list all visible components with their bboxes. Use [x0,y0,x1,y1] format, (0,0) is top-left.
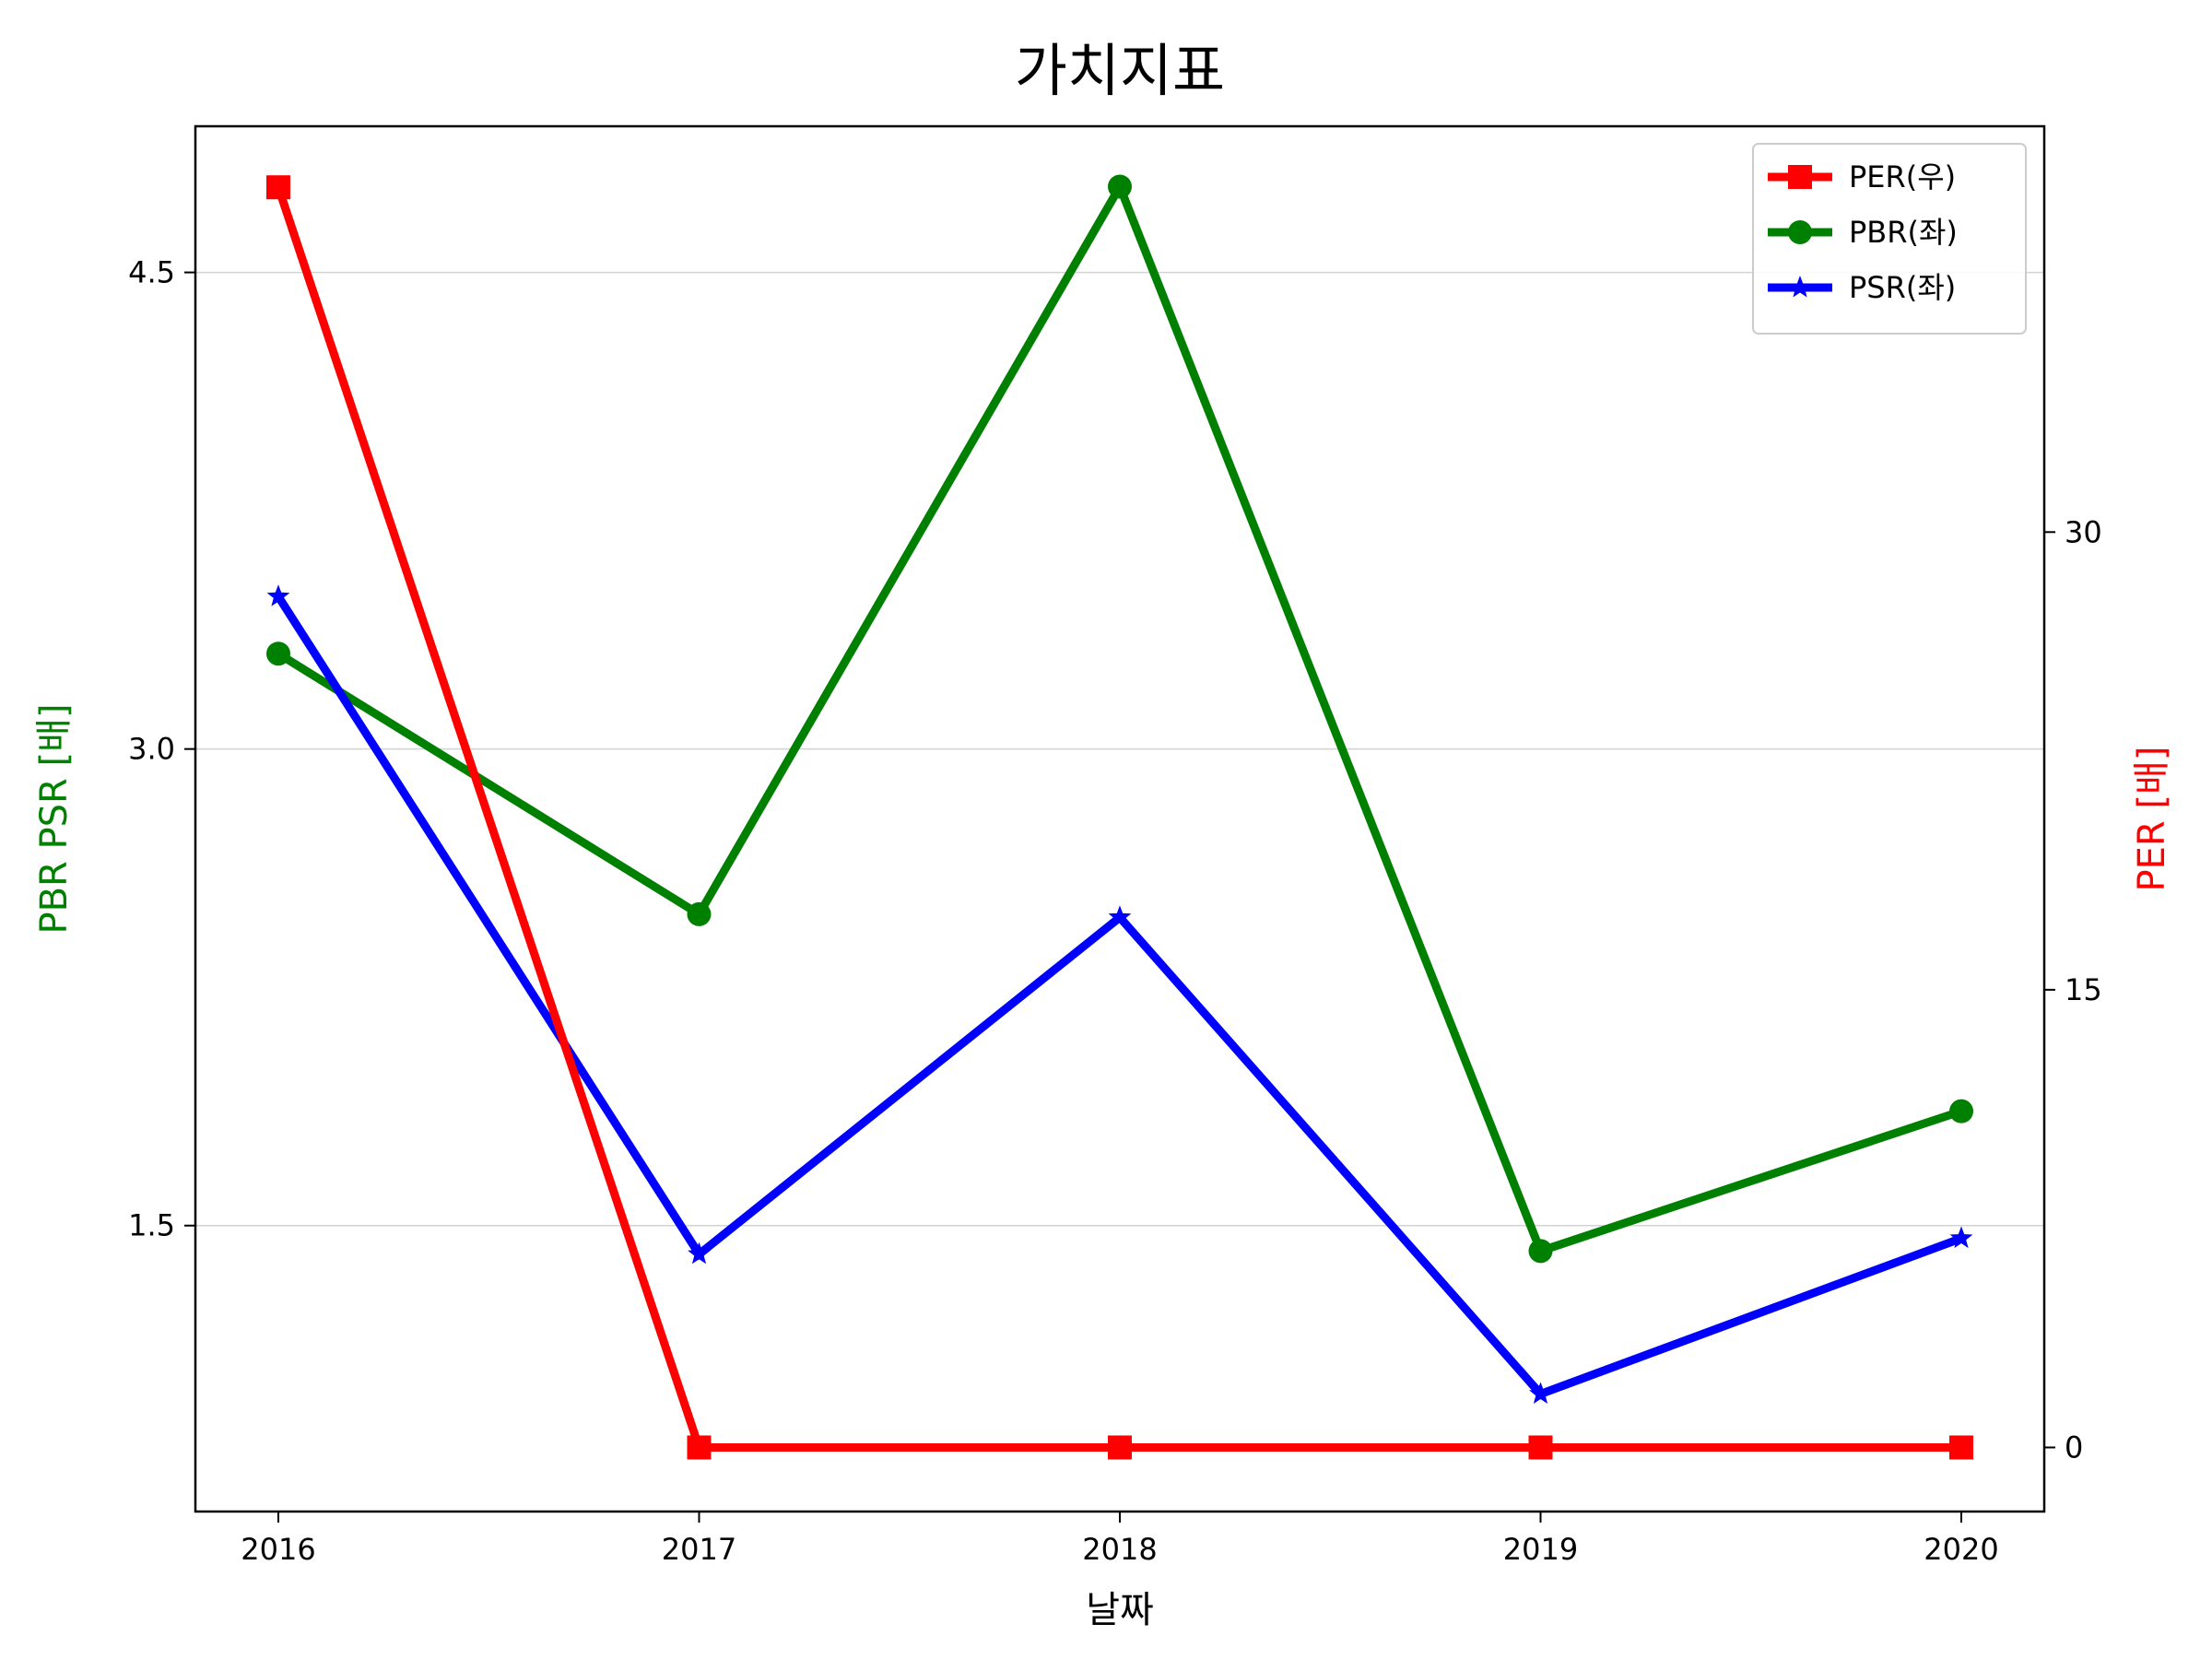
series-PER(우) [266,175,1973,1460]
left-y-tick-label: 4.5 [128,255,175,290]
data-point [1108,905,1132,927]
legend-marker [1788,276,1812,298]
data-point [266,175,290,200]
legend: PER(우) PBR(좌) PSR(좌) [1752,143,2027,335]
series-line [274,185,1961,1452]
right-y-tick-label: 30 [2065,514,2102,549]
x-tick-label: 2019 [1503,1532,1578,1567]
data-point [1108,174,1132,199]
grid-lines [195,271,2044,1227]
data-point [1529,1382,1552,1404]
legend-label: PER(우) [1849,159,1956,194]
legend-marker [1788,220,1812,244]
series-layer [266,174,1973,1460]
data-point [1528,1239,1553,1264]
data-point [687,901,712,926]
left-y-tick-label: 1.5 [128,1208,175,1243]
series-line [275,594,1963,1399]
legend-label: PSR(좌) [1849,270,1956,305]
x-tick-label: 2018 [1082,1532,1157,1567]
legend-entry: PSR(좌) [1768,270,1956,305]
x-tick-label: 2016 [241,1532,315,1567]
data-point [687,1435,712,1460]
data-point [1949,1226,1973,1249]
series-PSR(좌) [266,584,1973,1404]
left-y-tick-label: 3.0 [128,732,175,767]
data-point [1528,1435,1553,1460]
legend-entry: PER(우) [1768,159,1956,194]
data-point [1949,1435,1973,1460]
data-point [1949,1099,1973,1124]
legend-marker [1788,165,1812,189]
data-point [1108,1435,1132,1460]
left-y-axis-label: PBR PSR [배] [33,703,76,934]
x-tick-label: 2020 [1924,1532,1998,1567]
series-line [276,177,1963,1256]
data-point [688,1241,711,1265]
right-y-tick-label: 0 [2065,1430,2083,1465]
axes: 1.5 3.0 4.5 0 15 30 2016 2017 2018 2019 2020 [128,255,2102,1567]
x-tick-label: 2017 [662,1532,736,1567]
legend-label: PBR(좌) [1849,215,1958,250]
data-point [266,641,290,666]
legend-entry: PBR(좌) [1768,215,1958,250]
chart-title: 가치지표 [1015,37,1225,104]
x-axis-label: 날짜 [1086,1589,1154,1631]
right-y-tick-label: 15 [2065,972,2102,1007]
right-y-axis-label: PER [배] [2131,747,2173,892]
series-PBR(좌) [266,174,1973,1264]
data-point [266,584,290,606]
